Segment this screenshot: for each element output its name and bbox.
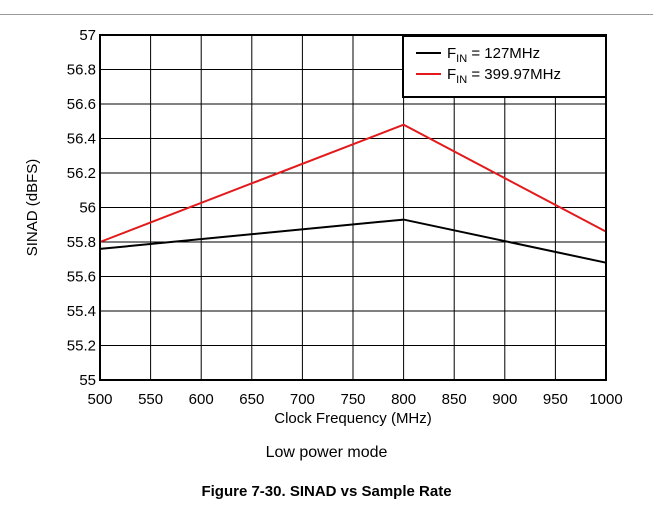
y-tick-label: 56.4 [67, 131, 96, 148]
plot-frame [99, 34, 607, 381]
x-tick-label: 750 [340, 391, 365, 408]
y-tick-label: 56 [79, 200, 96, 217]
x-tick-label: 700 [290, 391, 315, 408]
y-tick-label: 55 [79, 372, 96, 389]
x-tick-label: 800 [391, 391, 416, 408]
y-tick-label: 55.2 [67, 338, 96, 355]
y-tick-label: 56.6 [67, 96, 96, 113]
y-tick-label: 55.8 [67, 234, 96, 251]
y-tick-labels: 55 55.2 55.4 55.6 55.8 56 56.2 56.4 56.6 56.8 57 [67, 27, 96, 389]
legend-label-2: FIN = 399.97MHz [447, 66, 561, 86]
y-tick-label: 57 [79, 27, 96, 44]
legend-box [402, 35, 607, 98]
x-tick-label: 650 [239, 391, 264, 408]
sinad-chart: 55 55.2 55.4 55.6 55.8 56 56.2 56.4 56.6 56.8 57 5… [24, 27, 623, 427]
y-tick-label: 56.8 [67, 62, 96, 79]
x-tick-label: 850 [442, 391, 467, 408]
x-axis-title: Clock Frequency (MHz) [274, 410, 432, 427]
x-tick-label: 550 [138, 391, 163, 408]
x-tick-label: 950 [543, 391, 568, 408]
y-axis-title: SINAD (dBFS) [24, 159, 41, 257]
top-rule [0, 14, 653, 15]
y-tick-label: 56.2 [67, 165, 96, 182]
series-line-2 [99, 123, 607, 243]
series-line-1 [99, 218, 607, 264]
x-tick-labels: 500 550 600 650 700 750 800 850 900 950 1000 [87, 391, 622, 408]
y-tick-label: 55.4 [67, 303, 96, 320]
x-tick-label: 1000 [589, 391, 622, 408]
chart-caption: Low power mode [265, 444, 388, 461]
figure-title: Figure 7-30. SINAD vs Sample Rate [201, 483, 452, 500]
x-tick-label: 600 [189, 391, 214, 408]
x-tick-label: 900 [492, 391, 517, 408]
legend-label-1: FIN = 127MHz [447, 45, 540, 65]
y-tick-label: 55.6 [67, 269, 96, 286]
series-layer [99, 123, 607, 264]
x-tick-label: 500 [87, 391, 112, 408]
